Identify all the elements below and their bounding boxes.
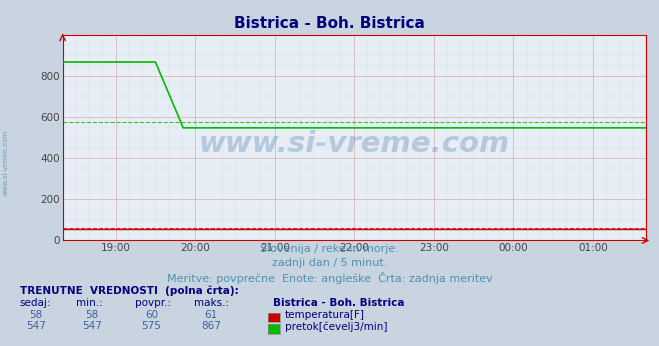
Text: TRENUTNE  VREDNOSTI  (polna črta):: TRENUTNE VREDNOSTI (polna črta): xyxy=(20,285,239,296)
Text: www.si-vreme.com: www.si-vreme.com xyxy=(2,129,9,196)
Text: Meritve: povprečne  Enote: angleške  Črta: zadnja meritev: Meritve: povprečne Enote: angleške Črta:… xyxy=(167,272,492,284)
Text: 547: 547 xyxy=(26,321,46,331)
Text: Slovenija / reke in morje.: Slovenija / reke in morje. xyxy=(260,244,399,254)
Text: sedaj:: sedaj: xyxy=(20,298,51,308)
Text: 867: 867 xyxy=(201,321,221,331)
Text: 547: 547 xyxy=(82,321,102,331)
Text: Bistrica - Boh. Bistrica: Bistrica - Boh. Bistrica xyxy=(234,16,425,30)
Text: temperatura[F]: temperatura[F] xyxy=(285,310,364,320)
Text: 58: 58 xyxy=(30,310,43,320)
Text: 61: 61 xyxy=(204,310,217,320)
Text: povpr.:: povpr.: xyxy=(135,298,171,308)
Text: min.:: min.: xyxy=(76,298,103,308)
Text: www.si-vreme.com: www.si-vreme.com xyxy=(198,130,510,158)
Text: pretok[čevelj3/min]: pretok[čevelj3/min] xyxy=(285,321,387,331)
Text: zadnji dan / 5 minut.: zadnji dan / 5 minut. xyxy=(272,258,387,268)
Text: Bistrica - Boh. Bistrica: Bistrica - Boh. Bistrica xyxy=(273,298,405,308)
Text: maks.:: maks.: xyxy=(194,298,229,308)
Text: 58: 58 xyxy=(86,310,99,320)
Text: 60: 60 xyxy=(145,310,158,320)
Text: 575: 575 xyxy=(142,321,161,331)
